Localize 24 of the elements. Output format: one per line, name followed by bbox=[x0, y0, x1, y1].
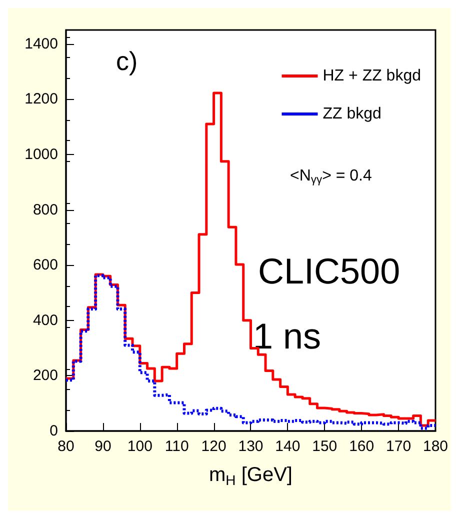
y-tick-label: 1200 bbox=[24, 90, 58, 108]
y-tick-label: 400 bbox=[32, 312, 58, 329]
x-tick-label: 150 bbox=[312, 438, 338, 455]
y-tick-label: 1000 bbox=[24, 146, 58, 163]
y-tick-label: 0 bbox=[50, 422, 58, 440]
legend-label: ZZ bkgd bbox=[322, 106, 382, 122]
annotation: c) bbox=[116, 46, 138, 76]
x-tick-label: 110 bbox=[164, 438, 189, 455]
x-tick-label: 140 bbox=[275, 438, 300, 455]
y-tick-label: 200 bbox=[32, 367, 58, 384]
y-tick-label: 1400 bbox=[24, 35, 58, 52]
x-tick-label: 90 bbox=[94, 438, 112, 455]
x-tick-label: 180 bbox=[422, 438, 448, 455]
x-tick-label: 130 bbox=[238, 438, 264, 455]
x-tick-label: 120 bbox=[201, 438, 226, 455]
x-tick-label: 80 bbox=[58, 438, 74, 455]
y-tick-label: 800 bbox=[32, 201, 58, 218]
x-tick-label: 160 bbox=[349, 438, 374, 455]
y-tick-label: 600 bbox=[32, 256, 58, 274]
x-tick-label: 100 bbox=[127, 438, 152, 455]
annotation: 1 ns bbox=[253, 316, 322, 356]
x-tick-label: 170 bbox=[386, 438, 412, 455]
legend-label: HZ + ZZ bkgd bbox=[322, 68, 421, 84]
annotation: CLIC500 bbox=[258, 250, 400, 292]
